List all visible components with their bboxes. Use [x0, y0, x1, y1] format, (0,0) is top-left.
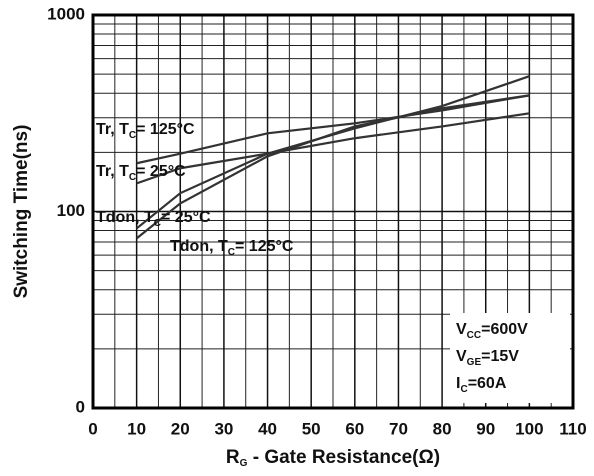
- condition-main: I: [456, 375, 460, 392]
- x-tick-label: 100: [515, 419, 543, 438]
- annotation-main: Tr, T: [96, 163, 129, 180]
- x-tick-label: 10: [127, 419, 146, 438]
- series-line: [136, 94, 530, 165]
- x-tick-label: 70: [389, 419, 408, 438]
- x-tick-label: 40: [258, 419, 277, 438]
- annotation-sub: C: [129, 130, 136, 141]
- conditions-box: [450, 313, 570, 403]
- annotation-sub: C: [228, 247, 235, 258]
- condition-rest: =600V: [481, 321, 528, 338]
- x-tick-label: 30: [214, 419, 233, 438]
- annotation-main: Tr, T: [96, 121, 129, 138]
- x-axis-label-sub: G: [240, 458, 248, 469]
- condition-main: V: [456, 321, 467, 338]
- condition: VCC=600V: [456, 321, 528, 340]
- annotation: Tdon, TC= 25°C: [96, 209, 211, 228]
- annotation-rest: = 25°C: [161, 209, 211, 226]
- annotation-sub: C: [154, 218, 161, 229]
- annotation-main: Tdon, T: [96, 209, 154, 226]
- annotation-rest: = 125°C: [235, 238, 294, 255]
- annotation-sub: C: [129, 172, 136, 183]
- annotation-rest: = 125°C: [136, 121, 195, 138]
- y-tick-label: 0: [76, 397, 85, 416]
- annotation: Tr, TC= 125°C: [96, 121, 195, 140]
- x-axis-label-main: R: [226, 447, 240, 468]
- annotation: Tr, TC= 25°C: [96, 163, 186, 182]
- x-tick-label: 90: [476, 419, 495, 438]
- x-tick-label: 0: [88, 419, 97, 438]
- x-tick-label: 80: [433, 419, 452, 438]
- x-tick-label: 110: [559, 419, 586, 438]
- condition-main: V: [456, 348, 467, 365]
- condition-rest: =60A: [468, 375, 507, 392]
- condition-sub: CC: [467, 330, 481, 341]
- x-tick-label: 50: [302, 419, 321, 438]
- x-axis-label: RG - Gate Resistance(Ω): [226, 447, 440, 469]
- annotation: Tdon, TC= 125°C: [170, 238, 294, 257]
- series-line: [135, 94, 530, 240]
- y-tick-label: 100: [57, 201, 85, 220]
- annotation-main: Tdon, T: [170, 238, 228, 255]
- x-tick-label: 60: [345, 419, 364, 438]
- condition: VGE=15V: [456, 348, 519, 367]
- condition: IC=60A: [456, 375, 507, 394]
- condition-rest: =15V: [481, 348, 519, 365]
- condition-sub: C: [460, 384, 467, 395]
- y-tick-label: 1000: [47, 4, 85, 23]
- plot-frame: [91, 13, 575, 410]
- y-axis-label: Switching Time(ns): [11, 125, 32, 299]
- series-line: [136, 112, 530, 185]
- x-tick-label: 20: [171, 419, 190, 438]
- condition-sub: GE: [467, 357, 482, 368]
- x-axis-label-rest: - Gate Resistance(Ω): [247, 447, 440, 468]
- annotation-rest: = 25°C: [136, 163, 186, 180]
